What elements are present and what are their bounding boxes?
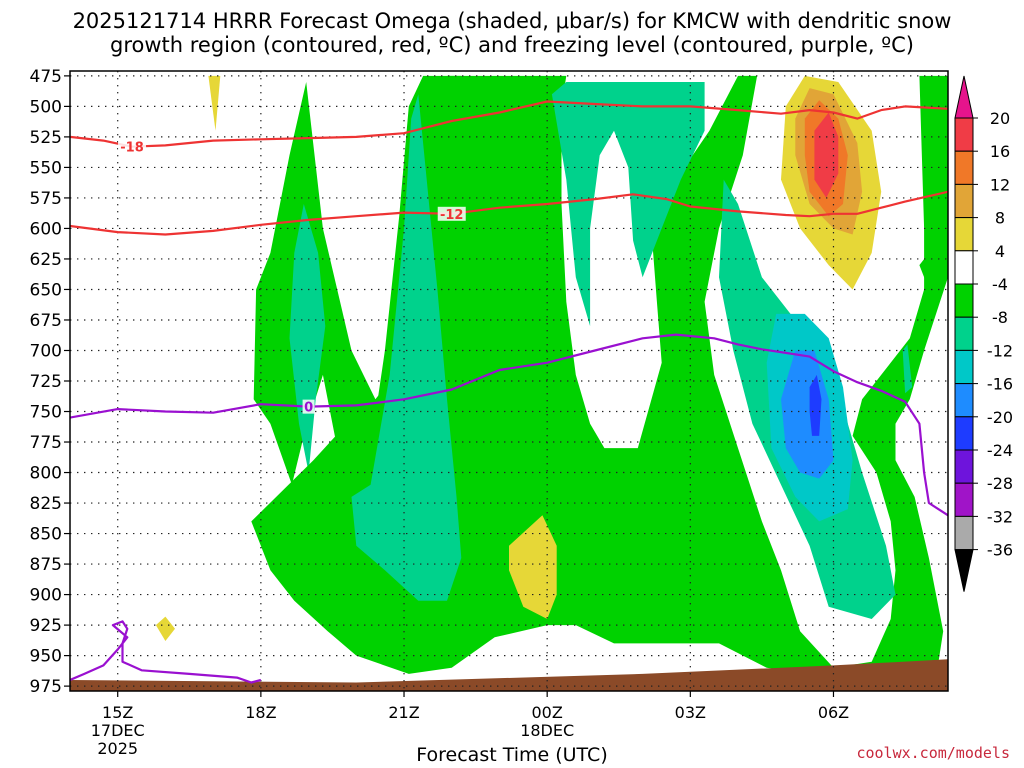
colorbar-label-8: 8 [995,209,1005,228]
x-tick-label-18Z: 18Z [245,703,276,722]
y-tick-label-625: 625 [30,250,62,270]
colorbar-label--8: -8 [992,308,1008,327]
contour-label-bg-freezing_0 [302,399,315,414]
colorbar-under-triangle [954,549,974,592]
colorbar-bin--36--32 [954,515,974,551]
y-tick-label-700: 700 [30,341,62,361]
y-tick-label-575: 575 [30,189,62,209]
colorbar-label--24: -24 [987,441,1013,460]
site-credit: coolwx.com/models [856,744,1010,762]
x-tick-label-2025: 2025 [97,739,138,758]
y-tick-label-975: 975 [30,677,62,697]
y-tick-label-850: 850 [30,525,62,545]
y-tick-label-675: 675 [30,311,62,331]
omega-region-17 [155,616,175,641]
colorbar-label-4: 4 [995,242,1005,261]
y-tick-label-925: 925 [30,616,62,636]
omega-region-15 [814,112,839,198]
contour-freezing_0 [70,333,948,517]
colorbar-bin-4-8 [954,217,974,252]
contour-label-dgz_-12: -12 [440,208,464,223]
y-tick-label-750: 750 [30,403,62,423]
contour-dgz_-18 [70,100,948,148]
colorbar-label-20: 20 [990,109,1010,128]
colorbar-label--16: -16 [987,375,1013,394]
y-tick-label-550: 550 [30,158,62,178]
contour-freezing_0_low [70,620,262,684]
omega-region-0 [208,75,221,131]
omega-region-11 [919,240,944,290]
colorbar-label--36: -36 [987,541,1013,560]
y-tick-label-900: 900 [30,586,62,606]
y-tick-label-950: 950 [30,647,62,667]
colorbar-bin--4-4 [954,250,974,285]
x-tick-label-03Z: 03Z [675,703,706,722]
colorbar-bin-8-12 [954,183,974,219]
y-tick-label-725: 725 [30,372,62,392]
y-tick-label-475: 475 [30,67,62,87]
contour-label-bg-dgz_-12 [437,206,466,221]
omega-region-8 [781,350,834,479]
y-tick-label-500: 500 [30,97,62,117]
y-tick-label-650: 650 [30,280,62,300]
colorbar-label--4: -4 [992,275,1008,294]
x-tick-label-15Z: 15Z [102,703,133,722]
chart-title-line1: 2025121714 HRRR Forecast Omega (shaded, … [72,9,952,33]
contour-label-dgz_-18: -18 [120,141,144,156]
x-axis-title: Forecast Time (UTC) [416,744,608,766]
colorbar-over-triangle [954,75,974,119]
colorbar-label--12: -12 [987,341,1013,360]
omega-region-9 [809,374,822,436]
omega-region-5 [551,82,705,327]
colorbar-label--32: -32 [987,507,1013,526]
x-tick-label-21Z: 21Z [388,703,419,722]
omega-region-10 [902,344,913,394]
colorbar-label-16: 16 [990,142,1010,161]
x-tick-label-00Z: 00Z [532,703,563,722]
x-tick-label-17DEC: 17DEC [91,721,145,740]
contour-label-freezing_0: 0 [304,401,313,416]
colorbar-label--28: -28 [987,474,1013,493]
contour-dgz_-12 [70,190,948,236]
chart-title-line2: growth region (contoured, red, ºC) and f… [110,33,914,57]
y-tick-label-600: 600 [30,219,62,239]
colorbar-label-12: 12 [990,175,1010,194]
omega-region-16 [509,515,557,619]
omega-region-4 [351,94,462,601]
colorbar-bin--16--12 [954,349,974,385]
colorbar-label--20: -20 [987,408,1013,427]
colorbar-bin--8--4 [954,283,974,318]
y-tick-label-875: 875 [30,555,62,575]
colorbar-bin--28--24 [954,449,974,484]
y-tick-label-525: 525 [30,128,62,148]
y-tick-label-775: 775 [30,433,62,453]
colorbar-bin--20--16 [954,383,974,418]
x-tick-label-06Z: 06Z [818,703,849,722]
y-tick-label-825: 825 [30,494,62,514]
colorbar-bin--12--8 [954,316,974,351]
colorbar-bin-16-20 [954,117,974,152]
contour-label-bg-dgz_-18 [118,139,147,154]
plot-area: -18 -12 0 [70,71,948,691]
x-tick-label-18DEC: 18DEC [520,721,574,740]
colorbar-bin--24--20 [954,416,974,451]
y-tick-label-800: 800 [30,464,62,484]
colorbar-bin-12-16 [954,150,974,185]
terrain-ground [70,659,948,691]
colorbar-bin--32--28 [954,482,974,517]
